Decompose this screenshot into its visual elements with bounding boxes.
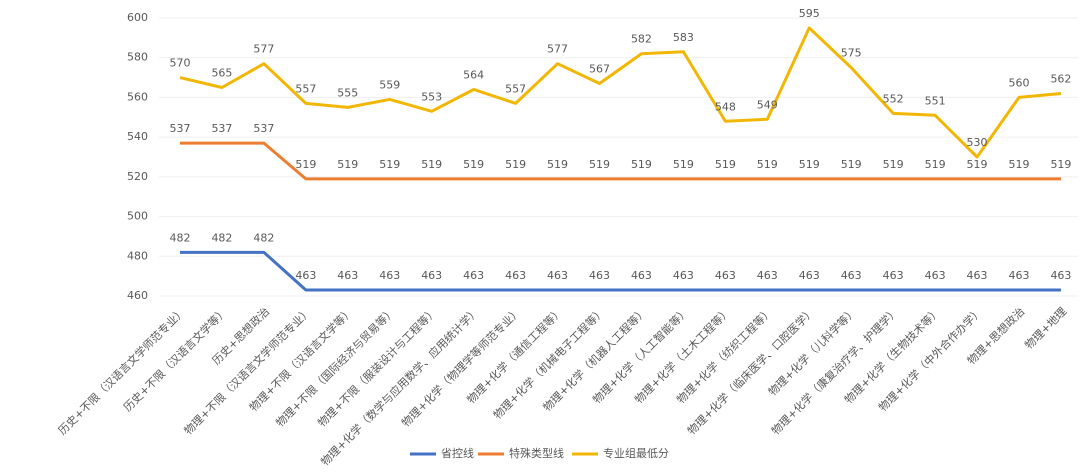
data-label: 557 — [505, 82, 526, 95]
data-label: 551 — [925, 94, 946, 107]
data-label: 463 — [799, 269, 820, 282]
legend-label: 专业组最低分 — [603, 446, 669, 460]
data-label: 555 — [337, 86, 358, 99]
data-label: 463 — [1050, 269, 1071, 282]
data-label: 519 — [1009, 158, 1030, 171]
data-label: 560 — [1009, 76, 1030, 89]
data-label: 463 — [757, 269, 778, 282]
data-label: 537 — [253, 122, 274, 135]
data-label: 583 — [673, 31, 694, 44]
data-label: 549 — [757, 98, 778, 111]
data-label: 519 — [463, 158, 484, 171]
data-label: 530 — [967, 136, 988, 149]
data-label: 519 — [799, 158, 820, 171]
data-label: 575 — [841, 47, 862, 60]
data-label: 482 — [170, 231, 191, 244]
data-label: 553 — [421, 90, 442, 103]
data-label: 463 — [631, 269, 652, 282]
data-label: 463 — [463, 269, 484, 282]
data-label: 482 — [253, 231, 274, 244]
y-tick-label: 520 — [127, 170, 148, 183]
legend-label: 省控线 — [441, 446, 474, 460]
data-label: 463 — [673, 269, 694, 282]
data-label: 537 — [211, 122, 232, 135]
data-label: 519 — [925, 158, 946, 171]
data-label: 519 — [379, 158, 400, 171]
series-line — [180, 250, 1061, 292]
data-label: 537 — [170, 122, 191, 135]
data-label: 463 — [421, 269, 442, 282]
y-tick-label: 500 — [127, 210, 148, 223]
series-line — [179, 26, 1062, 159]
data-label: 463 — [841, 269, 862, 282]
data-label: 567 — [589, 63, 610, 76]
data-label: 463 — [547, 269, 568, 282]
data-label: 557 — [295, 82, 316, 95]
data-label: 519 — [631, 158, 652, 171]
data-label: 519 — [1050, 158, 1071, 171]
data-label: 519 — [505, 158, 526, 171]
data-label: 463 — [925, 269, 946, 282]
data-label: 519 — [337, 158, 358, 171]
y-tick-label: 540 — [127, 130, 148, 143]
y-tick-label: 460 — [127, 289, 148, 302]
data-label: 595 — [799, 7, 820, 20]
data-label: 463 — [967, 269, 988, 282]
y-tick-label: 560 — [127, 90, 148, 103]
data-label: 463 — [505, 269, 526, 282]
data-label: 519 — [673, 158, 694, 171]
data-label: 519 — [295, 158, 316, 171]
data-label: 482 — [211, 231, 232, 244]
series-line — [180, 141, 1061, 181]
x-tick-label: 物理+化学（数学与应用数学、应用统计学） — [318, 304, 482, 468]
data-label: 577 — [547, 43, 568, 56]
data-label: 552 — [883, 92, 904, 105]
legend-label: 特殊类型线 — [509, 446, 564, 460]
y-tick-label: 580 — [127, 51, 148, 64]
data-label: 463 — [379, 269, 400, 282]
data-label: 582 — [631, 33, 652, 46]
data-label: 463 — [883, 269, 904, 282]
data-label: 519 — [841, 158, 862, 171]
data-label: 577 — [253, 43, 274, 56]
data-label: 519 — [967, 158, 988, 171]
data-label: 519 — [589, 158, 610, 171]
data-label: 548 — [715, 100, 736, 113]
data-label: 519 — [883, 158, 904, 171]
data-label: 562 — [1050, 72, 1071, 85]
data-label: 519 — [421, 158, 442, 171]
data-label: 463 — [295, 269, 316, 282]
data-label: 519 — [715, 158, 736, 171]
data-label: 463 — [589, 269, 610, 282]
data-label: 463 — [715, 269, 736, 282]
data-label: 559 — [379, 78, 400, 91]
data-label: 463 — [1009, 269, 1030, 282]
data-label: 519 — [757, 158, 778, 171]
data-label: 463 — [337, 269, 358, 282]
y-tick-label: 600 — [127, 11, 148, 24]
data-label: 564 — [463, 68, 484, 81]
data-label: 570 — [170, 57, 191, 70]
x-tick-label: 物理+地理 — [1022, 304, 1070, 352]
data-label: 565 — [211, 67, 232, 80]
data-label: 519 — [547, 158, 568, 171]
y-tick-label: 480 — [127, 249, 148, 262]
